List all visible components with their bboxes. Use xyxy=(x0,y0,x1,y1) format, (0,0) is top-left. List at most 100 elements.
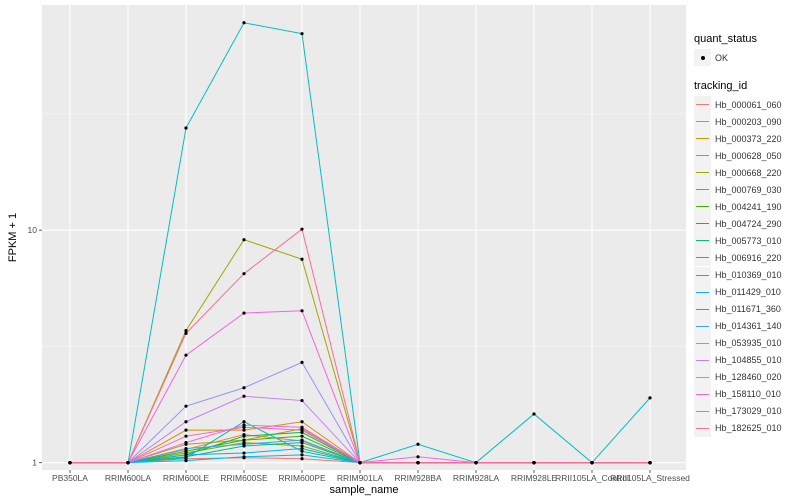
data-point xyxy=(242,442,246,446)
data-point xyxy=(474,461,478,465)
legend-color-entry: Hb_000628_050 xyxy=(694,147,798,165)
legend-label: Hb_000628_050 xyxy=(715,150,782,161)
data-point xyxy=(242,451,246,455)
data-point xyxy=(184,420,188,424)
data-point xyxy=(590,461,594,465)
line-swatch-icon xyxy=(694,283,711,301)
data-point xyxy=(416,461,420,465)
legend-label: Hb_011429_010 xyxy=(715,287,781,298)
data-points xyxy=(68,21,652,465)
legend-color-entry: Hb_011671_360 xyxy=(694,300,798,318)
line-swatch-icon xyxy=(694,266,711,284)
data-point xyxy=(184,404,188,408)
data-point xyxy=(184,434,188,438)
data-point xyxy=(184,440,188,445)
data-point xyxy=(184,428,188,432)
data-point xyxy=(300,309,304,313)
data-point xyxy=(300,449,304,453)
plot-panel xyxy=(42,5,686,470)
data-point xyxy=(126,461,130,465)
legend-shape-title: quant_status xyxy=(694,33,757,45)
legend-color-entries: Hb_000061_060 Hb_000203_090 Hb_000373_220 H… xyxy=(694,96,798,437)
y-tick-label: 1 xyxy=(32,458,37,468)
y-axis-title: FPKM + 1 xyxy=(7,213,19,262)
legend: quant_status OK tracking_id Hb_000061_06… xyxy=(694,33,798,437)
data-point xyxy=(300,438,304,442)
data-point xyxy=(300,444,304,448)
data-point xyxy=(300,420,304,424)
legend-label: Hb_182625_010 xyxy=(715,423,782,434)
legend-color-entry: Hb_004241_190 xyxy=(694,198,798,216)
x-tick-label: RRIM600LA xyxy=(105,473,152,483)
x-axis-title: sample_name xyxy=(329,484,398,496)
data-point xyxy=(242,438,246,442)
data-point xyxy=(242,420,246,424)
data-point xyxy=(184,126,188,130)
legend-label: Hb_173029_010 xyxy=(715,406,782,417)
x-tick-label: RRIM928BA xyxy=(394,473,442,483)
point-icon xyxy=(694,49,711,67)
legend-label: Hb_005773_010 xyxy=(715,235,782,246)
data-point xyxy=(184,459,188,463)
data-point xyxy=(358,461,362,465)
data-point xyxy=(68,461,72,465)
x-tick-label: RRII105LA_Stressed xyxy=(610,473,690,483)
legend-label: Hb_158110_010 xyxy=(715,389,781,400)
data-point xyxy=(242,425,246,429)
line-swatch-icon xyxy=(694,113,711,131)
legend-color-entry: Hb_000668_220 xyxy=(694,164,798,182)
x-tick-label: RRIM928LE xyxy=(511,473,558,483)
legend-shape-entries: OK xyxy=(694,49,798,67)
data-point xyxy=(648,396,652,400)
legend-label: Hb_000061_060 xyxy=(715,99,782,110)
x-tick-label: RRIM901LA xyxy=(337,473,384,483)
legend-label: Hb_014361_140 xyxy=(715,321,782,332)
legend-color-entry: Hb_053935_010 xyxy=(694,334,798,352)
data-point xyxy=(300,457,304,461)
data-point xyxy=(300,446,304,451)
legend-label: Hb_006916_220 xyxy=(715,252,782,263)
line-swatch-icon xyxy=(694,334,711,352)
legend-label: Hb_128460_020 xyxy=(715,372,782,383)
line-swatch-icon xyxy=(694,351,711,369)
legend-label: Hb_000668_220 xyxy=(715,167,782,178)
data-point xyxy=(242,311,246,315)
data-point xyxy=(300,227,304,231)
line-swatch-icon xyxy=(694,164,711,182)
data-point xyxy=(416,442,420,446)
data-point xyxy=(300,360,304,364)
y-tick-label: 10 xyxy=(28,225,38,235)
data-point xyxy=(184,456,188,460)
legend-color-entry: Hb_158110_010 xyxy=(694,385,798,403)
line-swatch-icon xyxy=(694,147,711,165)
legend-color-entry: Hb_000373_220 xyxy=(694,130,798,148)
x-tick-label: RRIM600SE xyxy=(220,473,268,483)
data-point xyxy=(242,428,246,432)
legend-color-entry: Hb_104855_010 xyxy=(694,351,798,369)
x-tick-label: RRIM600PE xyxy=(278,473,326,483)
legend-color-entry: Hb_006916_220 xyxy=(694,249,798,267)
line-swatch-icon xyxy=(694,215,711,233)
x-tick-label: PB350LA xyxy=(52,473,88,483)
data-point xyxy=(184,453,188,457)
data-point xyxy=(242,394,246,398)
legend-color-entry: Hb_005773_010 xyxy=(694,232,798,250)
legend-label: Hb_000203_090 xyxy=(715,116,782,127)
line-swatch-icon xyxy=(694,249,711,267)
line-swatch-icon xyxy=(694,419,711,437)
legend-color-entry: Hb_128460_020 xyxy=(694,368,798,386)
legend-color-entry: Hb_014361_140 xyxy=(694,317,798,335)
line-swatch-icon xyxy=(694,402,711,420)
data-point xyxy=(184,328,188,333)
legend-color-title: tracking_id xyxy=(694,80,748,93)
line-swatch-icon xyxy=(694,130,711,148)
legend-label: Hb_000373_220 xyxy=(715,133,782,144)
legend-label: Hb_010369_010 xyxy=(715,270,782,281)
line-swatch-icon xyxy=(694,232,711,250)
legend-label: Hb_053935_010 xyxy=(715,338,782,349)
data-point xyxy=(532,412,536,416)
data-point xyxy=(242,386,246,390)
data-point xyxy=(300,425,304,429)
data-point xyxy=(300,430,304,434)
